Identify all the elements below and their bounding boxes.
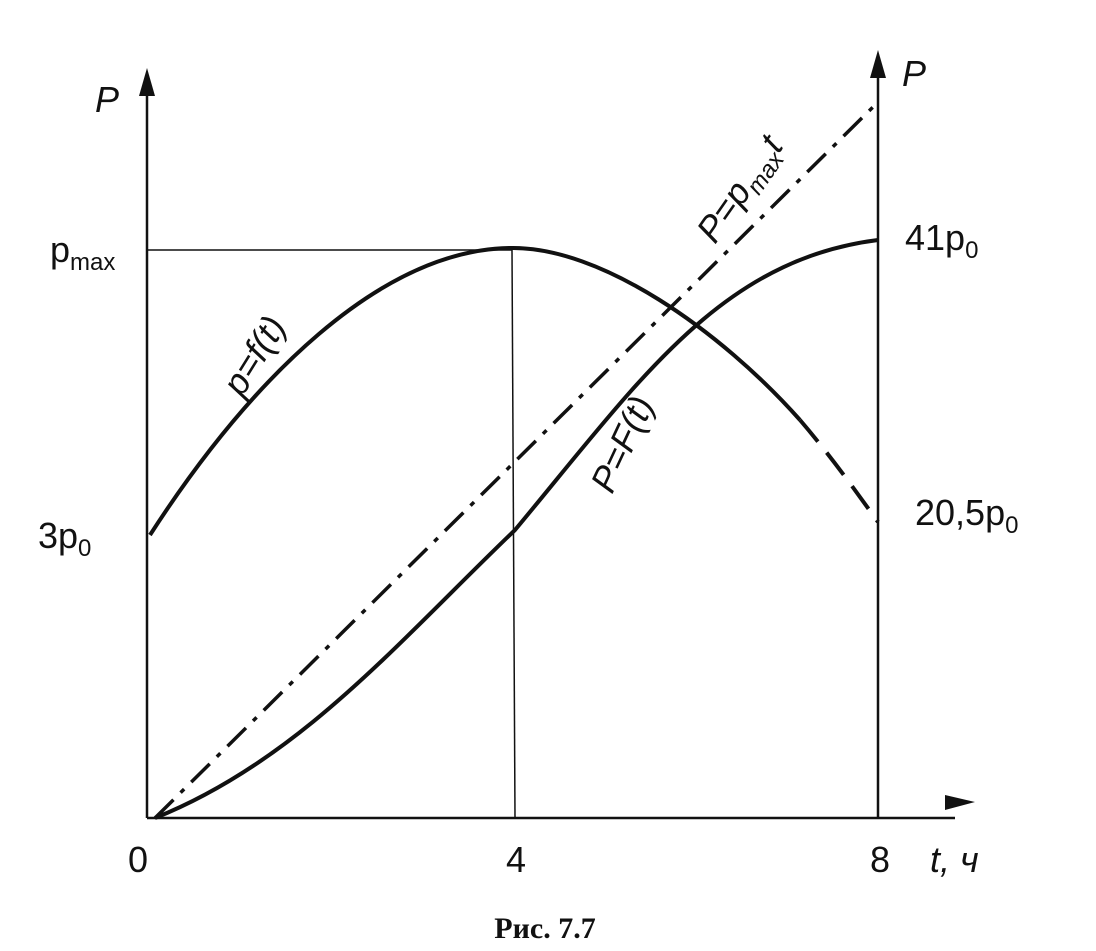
line-pmax-t	[153, 103, 877, 820]
x-tick-label: 0	[128, 839, 148, 880]
label: pmax	[50, 229, 115, 276]
label-sub: 0	[78, 535, 91, 562]
label-text: P=F(t)	[582, 390, 662, 499]
label: 41p0	[905, 217, 978, 264]
curves	[148, 103, 880, 820]
label-text: 3p	[38, 515, 78, 556]
axes	[139, 50, 975, 820]
axis-label: P	[902, 53, 926, 94]
x-tick-label: 8	[870, 839, 890, 880]
label: 3p0	[38, 515, 91, 562]
arrow	[870, 50, 886, 78]
label: P=F(t)	[582, 390, 662, 499]
arrow	[945, 795, 975, 810]
label: p=f(t)	[213, 308, 293, 403]
label-text: p=f(t)	[213, 308, 293, 403]
axis-label: t, ч	[930, 839, 979, 880]
x-tick-label: 4	[506, 839, 526, 880]
curve-f-dashed	[798, 418, 880, 524]
label-text: 41p	[905, 217, 965, 258]
label-text: 20,5p	[915, 492, 1005, 533]
axis-label: P	[95, 79, 119, 120]
label-sub: 0	[965, 237, 978, 264]
label: 20,5p0	[915, 492, 1018, 539]
curve-F	[154, 238, 879, 820]
label-sub: 0	[1005, 512, 1018, 539]
label-text: p	[50, 229, 70, 270]
label-sub: max	[70, 249, 115, 276]
caption: Рис. 7.7	[494, 912, 595, 945]
curve-f	[148, 245, 802, 537]
arrow	[139, 68, 155, 96]
